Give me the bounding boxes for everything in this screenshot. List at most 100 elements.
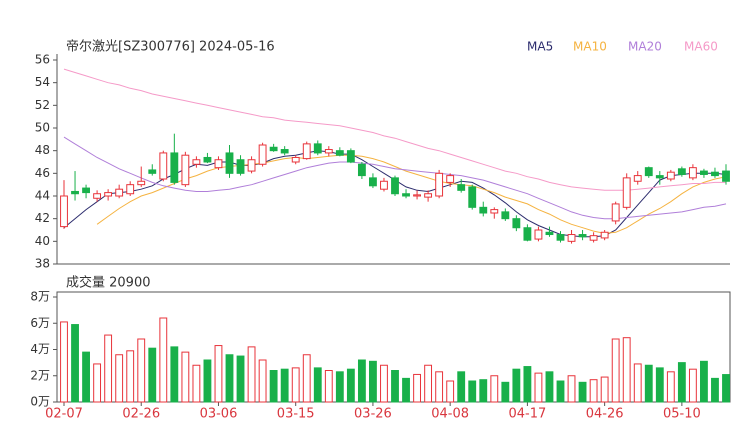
volume-bar [313,367,322,403]
volume-bar [413,373,421,403]
volume-bar [93,363,102,403]
candle-body [622,177,631,208]
candle-body [291,156,300,163]
candle-body [402,193,410,197]
volume-bar [60,321,68,403]
volume-bar [137,338,146,403]
volume-bar [512,368,521,403]
volume-bar [159,317,168,403]
volume-bar [534,372,543,403]
x-tick-label: 05-10 [663,407,701,422]
volume-bar [457,371,466,403]
volume-bar [722,374,730,403]
x-tick-label: 03-15 [277,407,315,422]
volume-bar [611,338,620,403]
volume-bar [302,354,311,403]
volume-bar [181,351,190,403]
y-tick-label: 2万 [30,368,50,382]
x-tick-label: 03-26 [354,407,392,422]
volume-bar [479,379,488,403]
volume-bar [556,380,565,403]
volume-bar [192,364,201,403]
volume-title: 成交量 20900 [66,275,151,291]
legend-entry: MA10 [573,40,607,54]
y-tick-label: 52 [35,98,50,112]
candle-body [115,188,124,197]
y-tick-label: 8万 [30,290,50,304]
volume-bar [600,376,609,403]
volume-bar [688,368,697,403]
candle-body [655,175,664,179]
volume-bar [104,334,113,403]
x-tick-label: 03-06 [200,407,238,422]
volume-bar [357,359,366,403]
candle-body [435,172,444,197]
volume-bar [126,350,135,403]
candle-body [589,235,598,241]
volume-bar [468,380,477,403]
ma-line [63,68,726,191]
candle-body [391,177,399,195]
volume-bar [258,359,267,403]
candle-body [413,194,421,197]
candle-body [357,163,366,177]
candle-body [192,159,201,165]
candle-body [688,167,697,179]
volume-bar [71,324,79,403]
candle-body [159,152,168,180]
x-tick-label: 04-08 [431,407,469,422]
y-tick-label: 44 [35,189,50,203]
candle-body [677,168,686,175]
candle-body [369,177,377,187]
volume-bar [622,337,631,403]
candle-body [479,206,488,214]
volume-bar [644,364,653,403]
volume-bar [170,346,179,403]
y-tick-label: 50 [35,121,50,135]
volume-bar [523,366,532,403]
volume-bar [424,364,433,403]
candle-body [711,171,719,177]
candle-body [170,152,179,183]
volume-bar [567,375,576,403]
candle-body [700,170,708,175]
volume-bar [589,379,598,403]
volume-bar [700,360,708,403]
candle-body [258,144,267,165]
candle-body [567,234,576,242]
legend-entry: MA20 [628,40,662,54]
volume-bar [225,354,234,403]
candle-body [82,187,90,194]
x-tick-label: 02-26 [122,407,160,422]
candle-body [611,203,620,222]
volume-bar [236,355,245,403]
legend-entry: MA60 [684,40,718,54]
candle-body [346,150,355,163]
volume-bar [82,351,90,403]
volume-bar [335,371,344,403]
volume-bar [545,371,554,403]
candle-body [247,159,256,172]
candle-body [600,231,609,239]
candle-body [60,195,68,228]
volume-bar [148,347,157,403]
candle-body [335,150,344,156]
candle-body [137,180,146,186]
candle-body [104,192,113,197]
y-tick-label: 46 [35,166,50,180]
volume-bar [711,377,719,403]
candle-body [302,143,311,160]
candle-body [71,190,79,195]
volume-bar [578,381,587,403]
volume-bar [346,368,355,403]
y-tick-label: 48 [35,143,50,157]
x-tick-label: 04-17 [509,407,547,422]
volume-bar [280,368,289,403]
x-tick-label: 04-26 [586,407,624,422]
volume-bar [435,371,444,403]
volume-bar [291,367,300,403]
y-tick-label: 0万 [30,395,50,409]
candle-body [280,149,289,154]
volume-bar [677,362,686,403]
y-tick-label: 40 [35,234,50,248]
